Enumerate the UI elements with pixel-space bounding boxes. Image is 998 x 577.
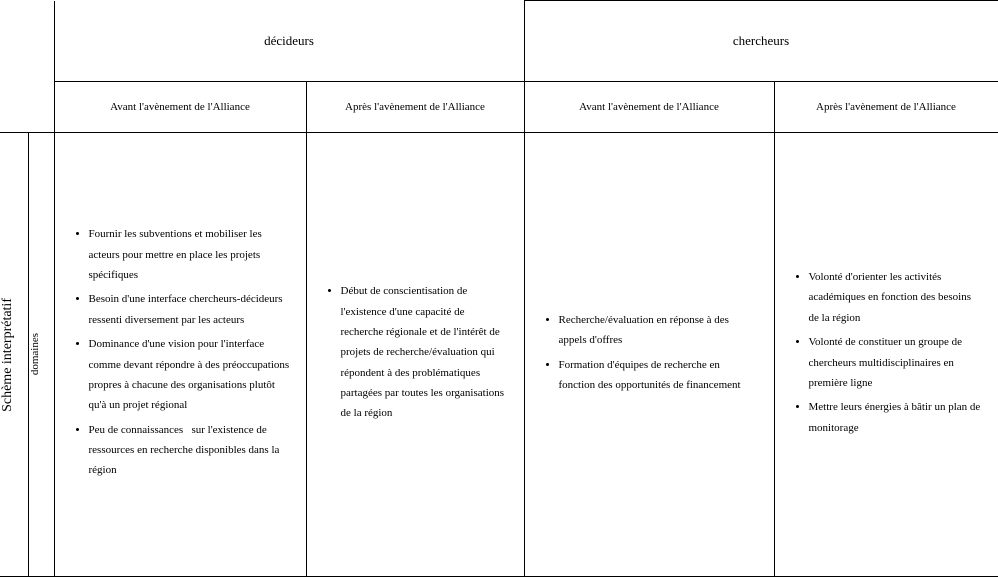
cell-chercheurs-apres: Volonté d'orienter les activités académi…	[774, 133, 998, 577]
cell-chercheurs-avant: Recherche/évaluation en réponse à des ap…	[524, 133, 774, 577]
subheader-label: Avant l'avènement de l'Alliance	[579, 101, 719, 113]
list-item: Volonté de constituer un groupe de cherc…	[809, 332, 982, 393]
list-item: Besoin d'une interface chercheurs-décide…	[89, 289, 290, 330]
header-decideurs: décideurs	[54, 1, 524, 82]
side-label-scheme-text: Schème interprétatif	[0, 298, 16, 412]
list-chercheurs-avant: Recherche/évaluation en réponse à des ap…	[537, 310, 758, 395]
header-chercheurs: chercheurs	[524, 1, 998, 82]
side-label-domains: domaines	[28, 133, 54, 577]
list-decideurs-avant: Fournir les subventions et mobiliser les…	[67, 224, 290, 480]
list-item: Recherche/évaluation en réponse à des ap…	[559, 310, 758, 351]
subheader-decideurs-apres: Après l'avènement de l'Alliance	[306, 82, 524, 133]
page: décideurs chercheurs Avant l'avènement d…	[0, 0, 998, 577]
list-chercheurs-apres: Volonté d'orienter les activités académi…	[787, 267, 982, 438]
list-item: Formation d'équipes de recherche en fonc…	[559, 355, 758, 396]
cell-decideurs-avant: Fournir les subventions et mobiliser les…	[54, 133, 306, 577]
subheader-label: Après l'avènement de l'Alliance	[816, 101, 956, 113]
list-item: Peu de connaissances sur l'existence de …	[89, 420, 290, 481]
cell-decideurs-apres: Début de conscientisation de l'existence…	[306, 133, 524, 577]
list-decideurs-apres: Début de conscientisation de l'existence…	[319, 281, 508, 423]
subheader-chercheurs-avant: Avant l'avènement de l'Alliance	[524, 82, 774, 133]
header-chercheurs-text: chercheurs	[733, 33, 789, 48]
subheader-decideurs-avant: Avant l'avènement de l'Alliance	[54, 82, 306, 133]
side-label-domains-text: domaines	[29, 333, 41, 375]
list-item: Mettre leurs énergies à bâtir un plan de…	[809, 397, 982, 438]
list-item: Dominance d'une vision pour l'interface …	[89, 334, 290, 415]
comparison-table: décideurs chercheurs Avant l'avènement d…	[0, 0, 998, 577]
list-item: Fournir les subventions et mobiliser les…	[89, 224, 290, 285]
side-label-scheme: Schème interprétatif	[0, 133, 28, 577]
subheader-label: Avant l'avènement de l'Alliance	[110, 101, 250, 113]
subheader-label: Après l'avènement de l'Alliance	[345, 101, 485, 113]
header-blank	[0, 1, 54, 133]
list-item: Début de conscientisation de l'existence…	[341, 281, 508, 423]
subheader-chercheurs-apres: Après l'avènement de l'Alliance	[774, 82, 998, 133]
list-item: Volonté d'orienter les activités académi…	[809, 267, 982, 328]
header-decideurs-text: décideurs	[264, 33, 314, 48]
